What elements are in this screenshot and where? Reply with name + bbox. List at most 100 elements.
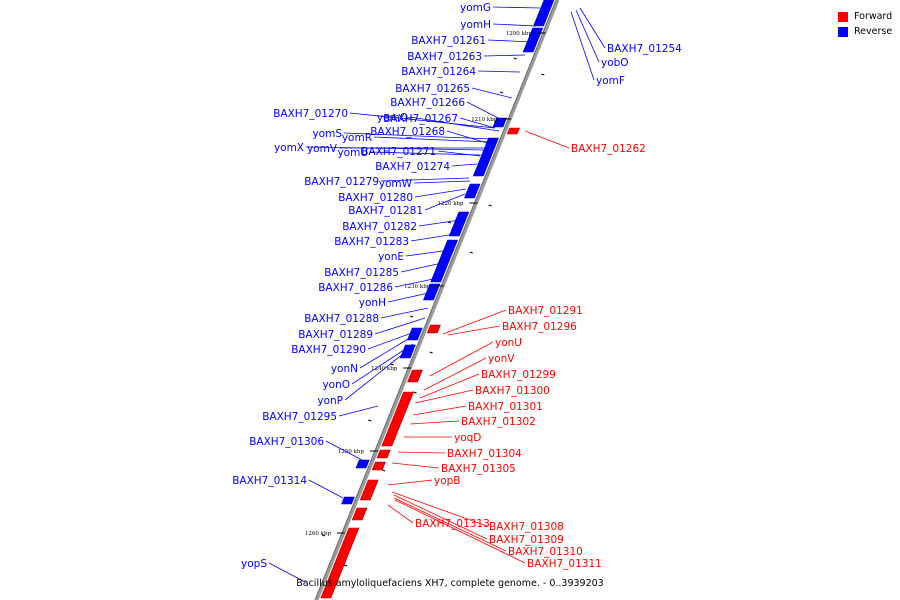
forward-leader-2: [447, 325, 501, 336]
reverse-left-label-16: BAXH7_01271: [361, 146, 436, 158]
forward-label-4: yonV: [488, 353, 515, 365]
legend-swatch-reverse: [838, 26, 848, 37]
reverse-left-label-7: BAXH7_01270: [273, 108, 348, 120]
reverse-left-label-9: BAXH7_01267: [383, 113, 458, 125]
forward-leader-17: [394, 499, 526, 564]
forward-label-9: yoqD: [454, 432, 481, 444]
reverse-left-leader-9: [459, 117, 496, 129]
reverse-left-label-1: yomH: [460, 19, 491, 31]
forward-label-12: yopB: [434, 475, 461, 487]
reverse-left-leader-15: [369, 151, 482, 156]
reverse-left-label-34: BAXH7_01295: [262, 411, 337, 423]
forward-leader-1: [442, 309, 507, 335]
reverse-gene-5: [448, 211, 470, 237]
forward-leader-13: [387, 504, 414, 524]
reverse-left-label-20: BAXH7_01280: [338, 192, 413, 204]
reverse-gene-2: [492, 117, 508, 128]
forward-leader-8: [409, 420, 460, 425]
reverse-left-label-6: BAXH7_01266: [390, 97, 465, 109]
forward-label-7: BAXH7_01301: [468, 401, 543, 413]
reverse-left-leader-33: [344, 349, 409, 401]
forward-gene-5: [371, 461, 386, 471]
reverse-left-label-3: BAXH7_01263: [407, 51, 482, 63]
reverse-left-leader-12: [446, 130, 488, 144]
forward-label-10: BAXH7_01304: [447, 448, 522, 460]
reverse-left-label-14: yomV: [307, 143, 338, 155]
reverse-left-leader-17: [451, 163, 478, 167]
reverse-left-label-2: BAXH7_01261: [411, 35, 486, 47]
reverse-left-label-36: BAXH7_01314: [232, 475, 307, 487]
reverse-right-leader-2: [570, 11, 595, 81]
mark-9: [413, 391, 417, 394]
forward-label-1: BAXH7_01291: [508, 305, 583, 317]
reverse-left-leader-24: [405, 249, 451, 257]
forward-label-13: BAXH7_01313: [415, 518, 490, 530]
reverse-left-leader-10: [343, 132, 493, 140]
forward-leader-6: [414, 389, 474, 404]
mark-2: [499, 91, 504, 94]
reverse-left-leader-23: [410, 233, 456, 242]
forward-gene-8: [320, 527, 360, 599]
reverse-left-label-5: BAXH7_01265: [395, 83, 470, 95]
reverse-left-leader-11: [373, 136, 491, 143]
backbone-line: [315, 0, 560, 600]
reverse-left-leader-25: [400, 262, 443, 273]
reverse-left-leader-36: [308, 479, 344, 499]
mark-12: [321, 534, 326, 537]
mark-3: [488, 204, 492, 207]
reverse-left-leader-6: [466, 101, 503, 121]
reverse-left-label-13: yomX: [274, 142, 304, 154]
forward-leader-14: [391, 491, 488, 527]
reverse-left-leader-8: [409, 116, 500, 132]
mark-7: [429, 351, 433, 354]
reverse-left-leader-16: [437, 150, 481, 157]
forward-label-17: BAXH7_01311: [527, 558, 602, 570]
legend-label-reverse: Reverse: [854, 26, 893, 37]
reverse-right-label-2: yomF: [596, 75, 625, 87]
reverse-left-label-27: yonH: [359, 297, 386, 309]
reverse-left-leader-19: [413, 180, 471, 184]
forward-label-11: BAXH7_01305: [441, 463, 516, 475]
reverse-left-label-11: yomR: [342, 132, 372, 144]
genome-caption: Bacillus amyloliquefaciens XH7, complete…: [296, 578, 604, 589]
legend: Forward Reverse: [838, 9, 892, 39]
mark-5: [469, 251, 473, 254]
forward-label-6: BAXH7_01300: [475, 385, 550, 397]
forward-gene-6: [359, 479, 379, 501]
reverse-left-leader-35: [325, 440, 363, 461]
mark-13: [343, 564, 348, 567]
legend-label-forward: Forward: [854, 11, 893, 22]
reverse-left-leader-3: [483, 54, 526, 57]
reverse-left-leader-5: [471, 87, 513, 99]
reverse-gene-3: [472, 137, 500, 177]
forward-label-8: BAXH7_01302: [461, 416, 536, 428]
reverse-left-leader-7: [349, 112, 496, 129]
reverse-left-label-21: BAXH7_01281: [348, 205, 423, 217]
reverse-right-leader-0: [579, 7, 606, 49]
forward-gene-7: [351, 507, 368, 521]
reverse-gene-0: [533, 0, 555, 27]
legend-swatch-forward: [838, 11, 848, 22]
reverse-left-leader-32: [351, 343, 414, 385]
reverse-left-label-32: yonO: [322, 379, 350, 391]
reverse-left-label-23: BAXH7_01283: [334, 236, 409, 248]
reverse-left-label-29: BAXH7_01289: [298, 329, 373, 341]
forward-label-2: BAXH7_01296: [502, 321, 577, 333]
reverse-left-label-19: yomW: [379, 178, 413, 190]
reverse-left-leader-30: [367, 329, 421, 350]
forward-leader-4: [423, 357, 487, 391]
reverse-right-leader-1: [575, 9, 600, 63]
reverse-left-label-8: yomO: [377, 112, 408, 124]
forward-leader-3: [429, 341, 494, 377]
forward-leader-12: [387, 479, 433, 486]
reverse-gene-6: [430, 239, 459, 283]
forward-label-5: BAXH7_01299: [481, 369, 556, 381]
reverse-left-label-26: BAXH7_01286: [318, 282, 393, 294]
reverse-left-leader-20: [414, 188, 467, 198]
reverse-left-label-37: yopS: [241, 558, 267, 570]
reverse-left-label-30: BAXH7_01290: [291, 344, 366, 356]
forward-leader-15: [393, 494, 488, 540]
reverse-left-label-31: yonN: [331, 363, 358, 375]
reverse-left-leader-31: [359, 332, 419, 369]
